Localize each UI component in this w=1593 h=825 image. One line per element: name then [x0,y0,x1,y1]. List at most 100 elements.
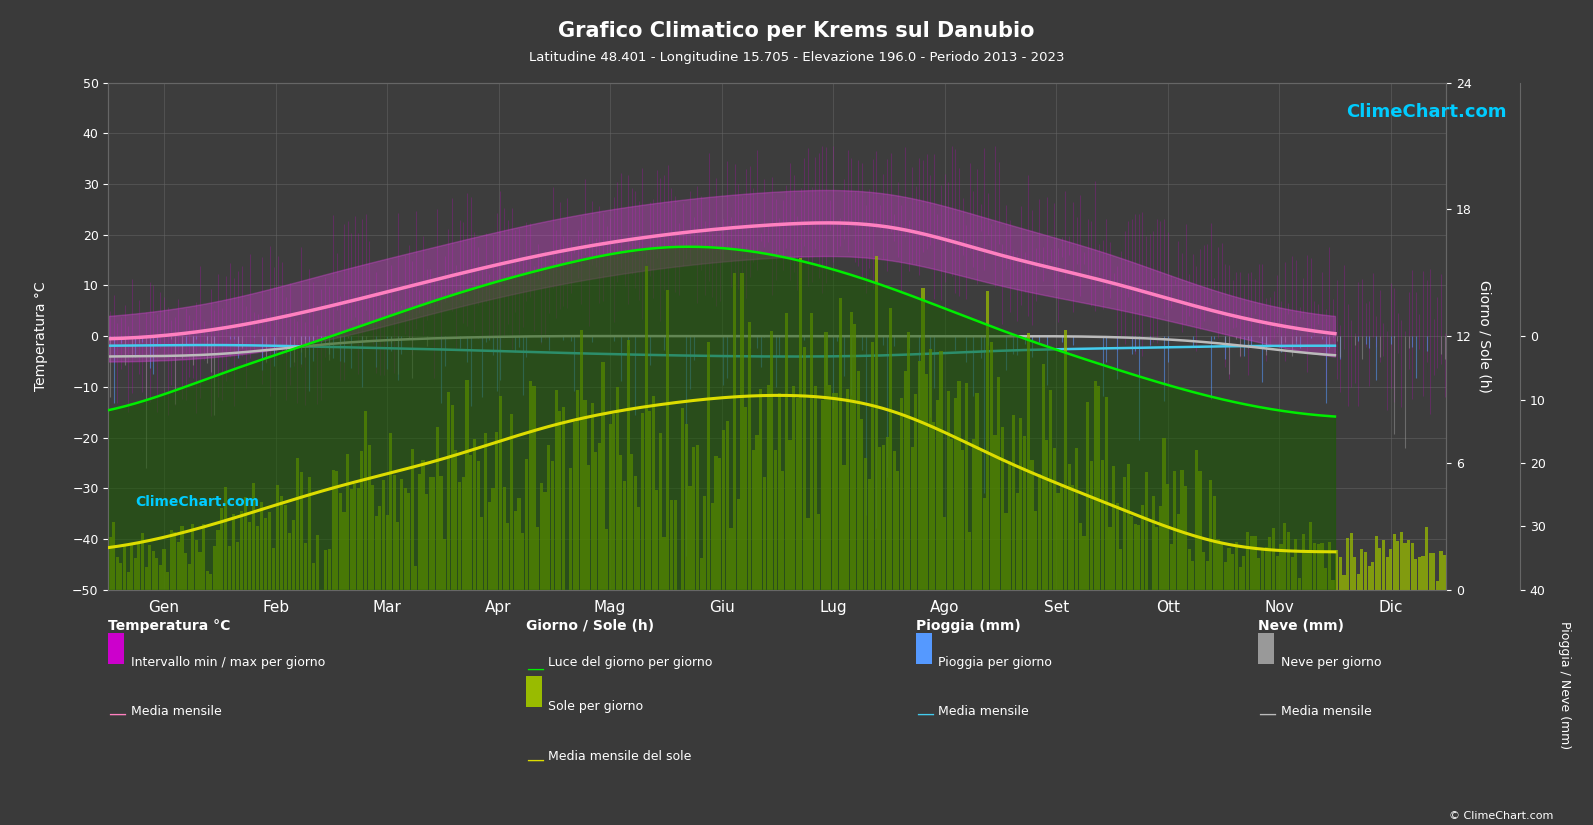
Bar [1254,535,1257,590]
Bar [339,493,342,590]
Bar [989,342,992,590]
Bar [840,298,843,590]
Bar [612,414,615,590]
Bar [803,347,806,590]
Bar [1317,544,1319,590]
Bar [738,499,739,590]
Bar [119,563,123,590]
Bar [1152,496,1155,590]
Text: Pioggia per giorno: Pioggia per giorno [938,656,1051,669]
Bar [752,450,755,590]
Bar [946,391,949,590]
Bar [871,342,875,590]
Bar [518,498,521,590]
Bar [954,398,957,590]
Bar [1034,512,1037,590]
Bar [368,446,371,590]
Bar [631,455,634,590]
Bar [897,470,900,590]
Bar [849,313,852,590]
Bar [1426,527,1429,590]
Bar [957,381,961,590]
Text: Temperatura °C: Temperatura °C [108,619,231,633]
Bar [249,522,252,590]
Bar [378,506,381,590]
Bar [580,330,583,590]
Bar [499,396,502,590]
Bar [994,435,997,590]
Bar [507,523,510,590]
Bar [484,433,487,590]
Text: Media mensile: Media mensile [938,705,1029,718]
Bar [965,383,969,590]
Bar [1421,555,1424,590]
Bar [771,331,773,590]
Bar [785,314,789,590]
Text: Latitudine 48.401 - Longitudine 15.705 - Elevazione 196.0 - Periodo 2013 - 2023: Latitudine 48.401 - Longitudine 15.705 -… [529,51,1064,64]
Bar [814,386,817,590]
Bar [868,478,871,590]
Bar [1432,553,1435,590]
Bar [854,324,857,590]
Bar [975,393,978,590]
Bar [1042,364,1045,590]
Bar [170,530,174,590]
Bar [1346,538,1349,590]
Bar [1251,535,1252,590]
Bar [151,551,155,590]
Bar [1343,575,1346,590]
Bar [241,511,244,590]
Bar [1440,550,1443,590]
Bar [1008,461,1012,590]
Bar [1075,448,1078,590]
Bar [451,405,454,590]
Text: ClimeChart.com: ClimeChart.com [135,495,260,509]
Bar [244,497,247,590]
Bar [1372,562,1375,590]
Bar [1418,557,1421,590]
Bar [1053,449,1056,590]
Bar [1429,554,1432,590]
Bar [671,500,672,590]
Bar [432,477,435,590]
Bar [443,540,446,590]
Bar [652,396,655,590]
Bar [1268,537,1271,590]
Bar [591,403,594,590]
Bar [108,536,112,590]
Bar [1306,552,1308,590]
Bar [634,476,637,590]
Bar [532,385,535,590]
Bar [726,421,728,590]
Bar [213,546,217,590]
Bar [883,445,886,590]
Bar [648,411,652,590]
Bar [137,544,140,590]
Bar [685,424,688,590]
Bar [1220,543,1223,590]
Bar [393,475,397,590]
Bar [292,520,295,590]
Bar [935,399,938,590]
Bar [583,400,586,590]
Bar [1163,437,1166,590]
Bar [304,543,307,590]
Bar [774,450,777,590]
Bar [1064,330,1067,590]
Bar [637,507,640,590]
Bar [781,471,784,590]
Bar [315,535,319,590]
Bar [835,393,838,590]
Text: —: — [108,705,126,723]
Bar [601,362,604,590]
Bar [1443,555,1446,590]
Bar [209,574,212,590]
Bar [363,411,366,590]
Bar [906,332,910,590]
Bar [586,464,589,590]
Bar [1050,389,1051,590]
Bar [886,436,889,590]
Bar [1086,403,1090,590]
Bar [1169,544,1172,590]
Bar [465,380,468,590]
